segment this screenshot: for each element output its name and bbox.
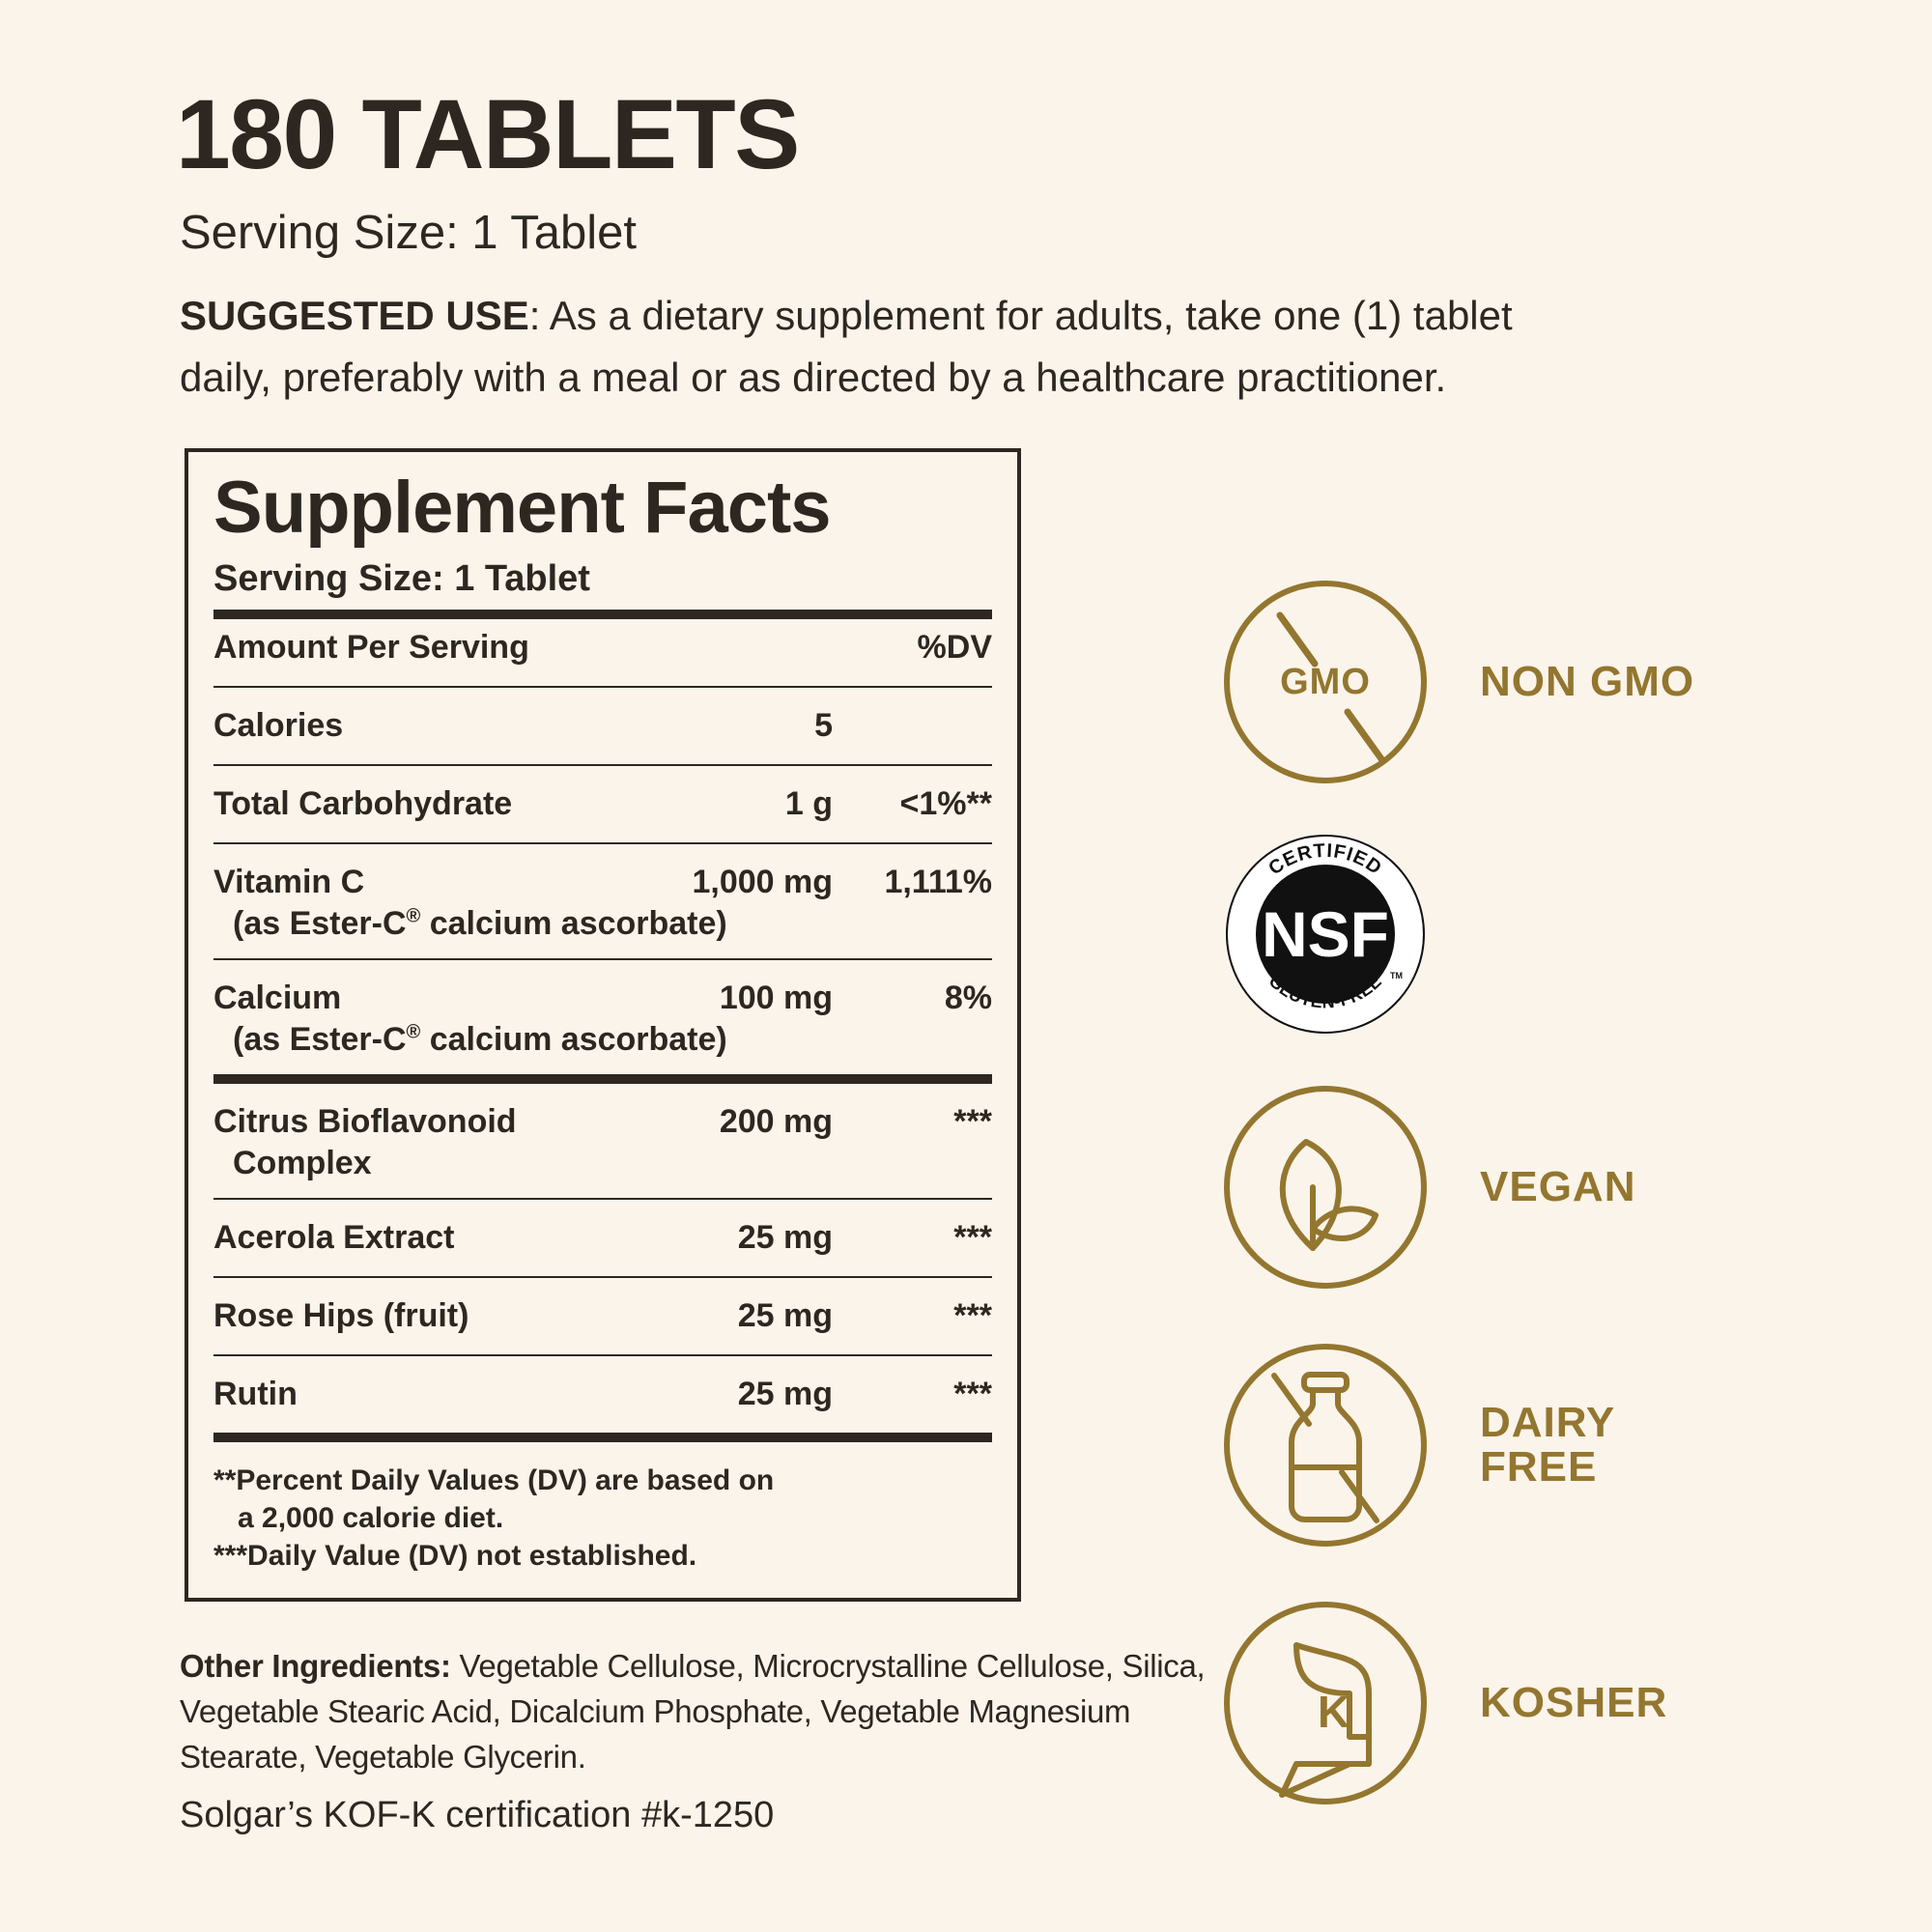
svg-text:TM: TM [1390, 971, 1403, 980]
svg-text:K: K [1318, 1687, 1350, 1737]
svg-text:NSF: NSF [1262, 898, 1389, 970]
